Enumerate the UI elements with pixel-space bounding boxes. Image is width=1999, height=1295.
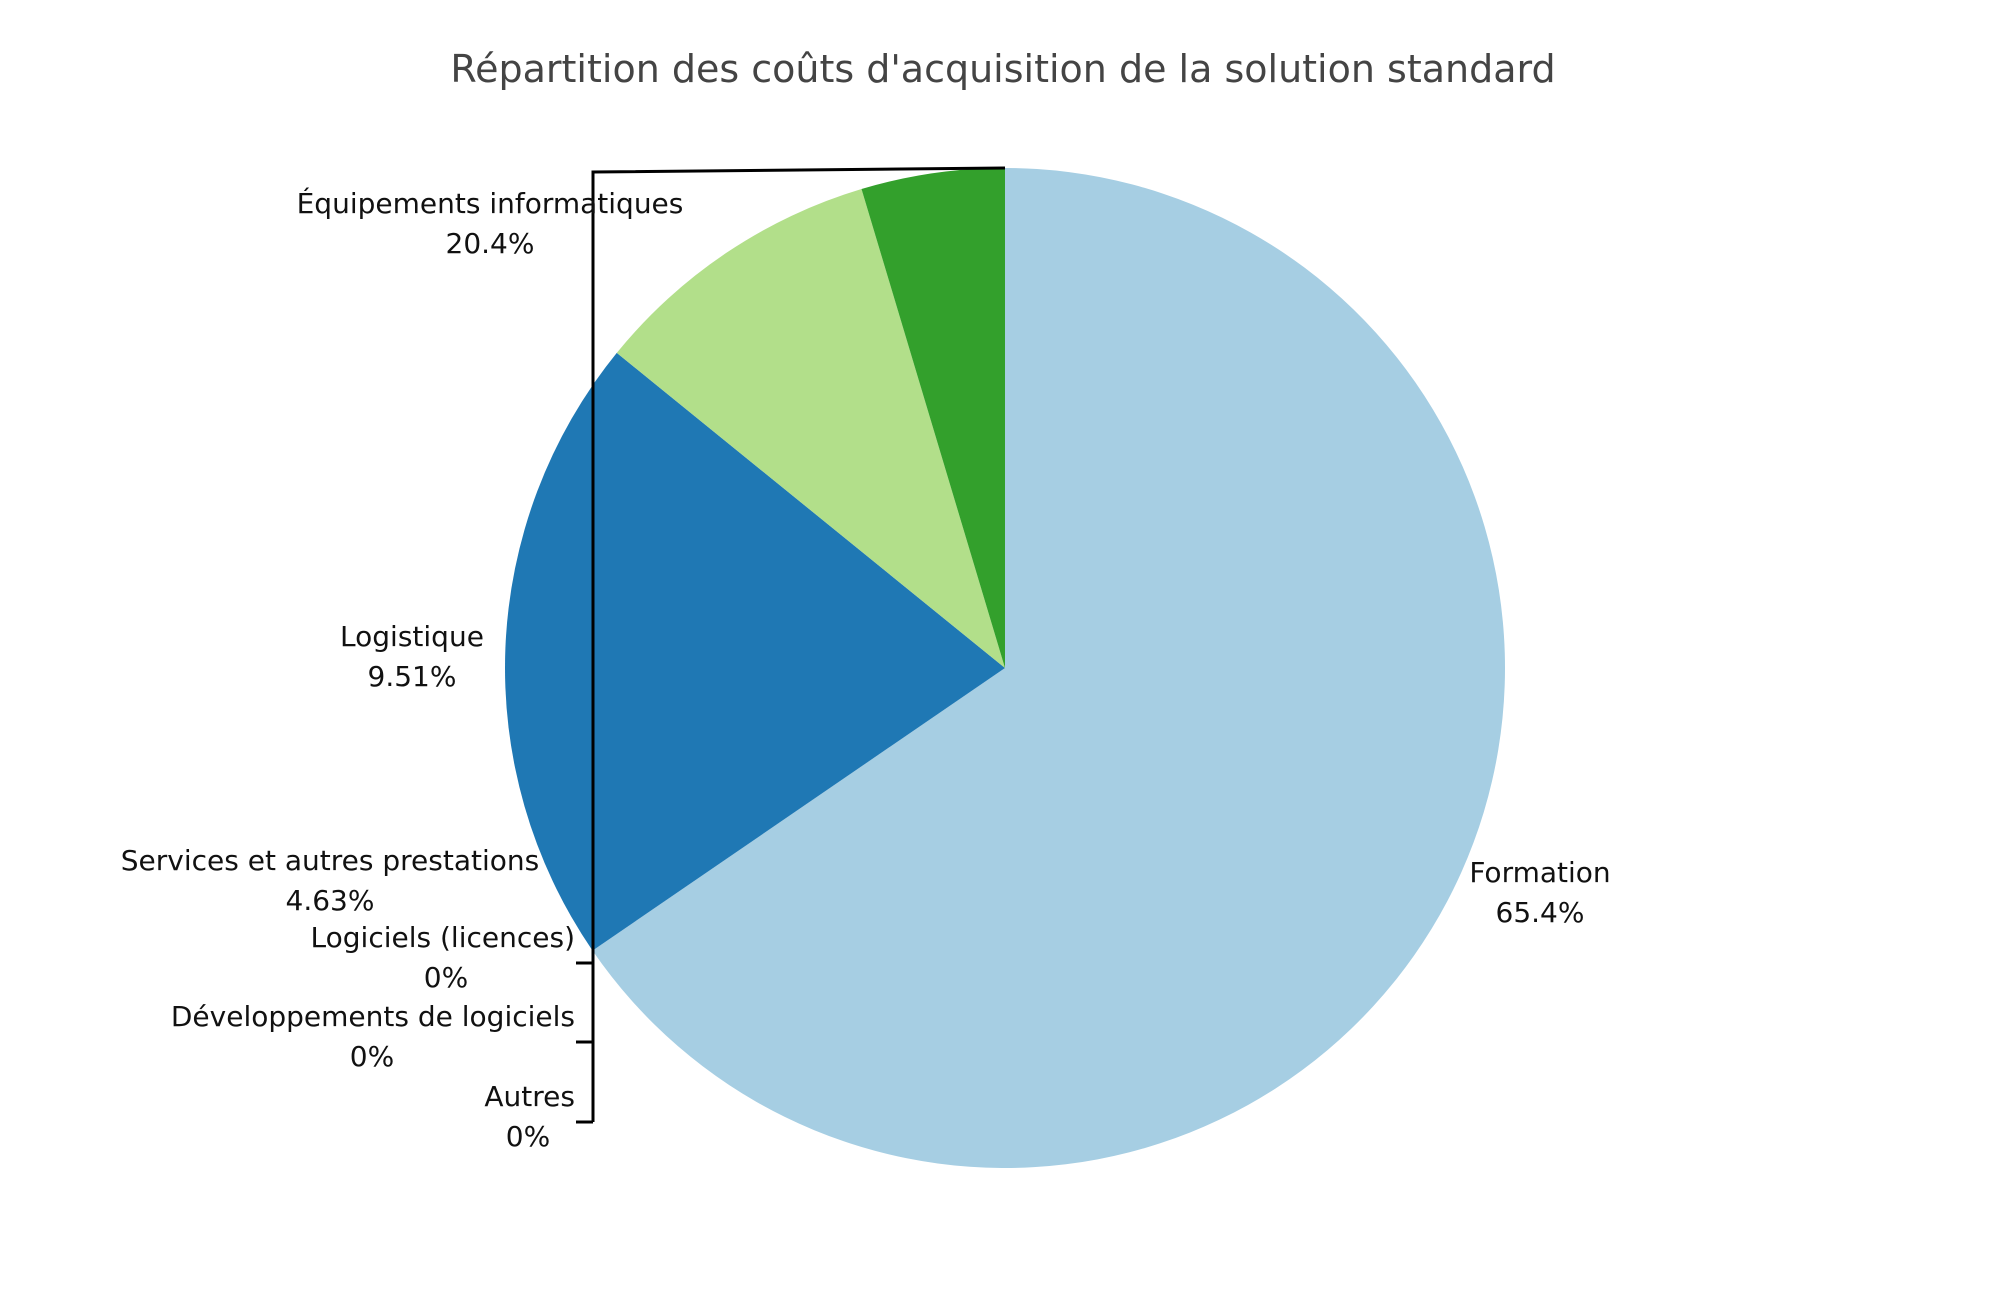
slice-label-logiciels-licences: Logiciels (licences) 0% (311, 921, 575, 994)
slice-label-equipements-informatiques: Équipements informatiques 20.4% (297, 186, 684, 260)
leader-lines (576, 166, 1006, 1124)
slice-name-label: Logistique (340, 620, 484, 653)
pie-slice-logistique (616, 189, 1005, 668)
slice-percent-label: 0% (350, 1040, 394, 1073)
slice-percent-label: 0% (506, 1120, 550, 1153)
slice-name-label: Autres (484, 1080, 575, 1113)
pie-slice-services-et-autres-prestations (861, 168, 1005, 668)
slice-percent-label: 65.4% (1496, 896, 1585, 929)
slice-percent-label: 9.51% (368, 660, 457, 693)
slice-name-label: Services et autres prestations (121, 844, 539, 877)
slice-percent-label: 0% (424, 961, 468, 994)
slice-percent-label: 20.4% (446, 227, 535, 260)
slices-layer (505, 168, 1505, 1168)
slice-name-label: Équipements informatiques (297, 186, 684, 220)
slice-label-logistique: Logistique 9.51% (340, 620, 484, 693)
slice-label-autres: Autres 0% (484, 1080, 575, 1153)
pie-slice-formation (592, 168, 1505, 1168)
slice-label-developpements-de-logiciels: Développements de logiciels 0% (171, 1000, 575, 1073)
pie-slice-equipements-informatiques (505, 352, 1005, 951)
slice-percent-label: 4.63% (286, 884, 375, 917)
chart-title: Répartition des coûts d'acquisition de l… (450, 47, 1555, 91)
slice-labels: Formation 65.4% Équipements informatiques 2… (121, 186, 1611, 1153)
leader-line-zero-slices (591, 166, 1006, 1122)
slice-label-services-et-autres-prestations: Services et autres prestations 4.63% (121, 844, 539, 917)
slice-name-label: Logiciels (licences) (311, 921, 575, 954)
slice-name-label: Formation (1469, 856, 1610, 889)
slice-name-label: Développements de logiciels (171, 1000, 575, 1033)
slice-label-formation: Formation 65.4% (1469, 856, 1610, 929)
